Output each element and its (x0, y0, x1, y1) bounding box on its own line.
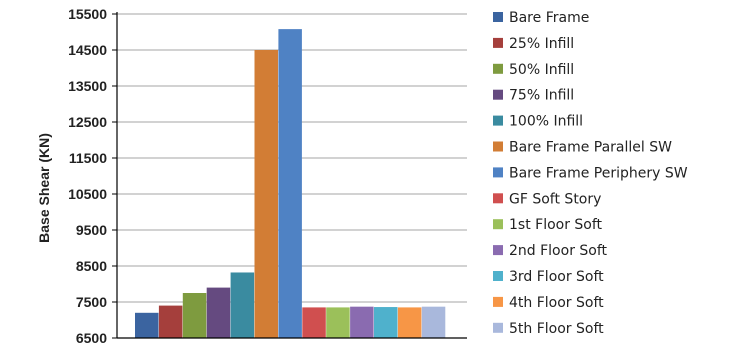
axes: 6500 7500 8500 9500 10500 11500 12500 13500 1450… (68, 6, 467, 346)
legend-swatch (493, 167, 503, 178)
legend-label: 25% Infill (509, 36, 574, 52)
bars (135, 29, 446, 339)
legend: Bare Frame 25% Infill 50% Infill 75% Infill… (493, 10, 688, 337)
y-tick-label: 14500 (68, 42, 107, 58)
bar-7 (278, 29, 302, 339)
y-axis-title: Base Shear (KN) (36, 133, 52, 243)
legend-label: Bare Frame (509, 10, 589, 26)
bar-9 (326, 307, 350, 338)
legend-label: GF Soft Story (509, 191, 601, 207)
legend-label: 4th Floor Soft (509, 295, 604, 311)
bar-8 (302, 307, 326, 338)
legend-label: 75% Infill (509, 88, 574, 104)
legend-swatch (493, 141, 503, 152)
legend-swatch (493, 12, 503, 22)
legend-label: 5th Floor Soft (509, 321, 604, 337)
bar-6 (254, 50, 278, 338)
legend-label: 2nd Floor Soft (509, 243, 608, 259)
bar-11 (374, 307, 398, 338)
legend-swatch (493, 63, 503, 74)
bar-4 (206, 287, 231, 338)
y-tick-label: 15500 (68, 6, 107, 22)
legend-label: 100% Infill (509, 114, 583, 130)
legend-label: Bare Frame Parallel SW (509, 140, 672, 156)
bar-13 (421, 306, 446, 338)
bar-5 (230, 272, 255, 338)
legend-swatch (493, 322, 503, 333)
y-tick-label: 8500 (76, 258, 107, 274)
y-tick-label: 10500 (68, 186, 107, 202)
legend-swatch (493, 296, 503, 307)
legend-label: 3rd Floor Soft (509, 269, 604, 285)
y-tick-label: 6500 (76, 330, 107, 346)
bar-10 (350, 306, 374, 338)
y-tick-label: 12500 (68, 114, 107, 130)
y-tick-label: 9500 (76, 222, 107, 238)
legend-swatch (493, 37, 503, 48)
bar-12 (397, 307, 422, 338)
y-tick-label: 13500 (68, 78, 107, 94)
legend-label: 1st Floor Soft (509, 217, 603, 233)
legend-swatch (493, 219, 503, 230)
legend-label: Bare Frame Periphery SW (509, 165, 688, 181)
bar-3 (182, 293, 207, 338)
legend-swatch (493, 245, 503, 256)
bar-2 (158, 305, 183, 338)
y-tick-label: 11500 (69, 150, 107, 166)
legend-swatch (493, 89, 503, 100)
legend-swatch (493, 271, 503, 281)
legend-label: 50% Infill (509, 62, 574, 78)
legend-swatch (493, 115, 503, 126)
legend-swatch (493, 193, 503, 204)
y-tick-label: 7500 (76, 294, 107, 310)
bar-1 (135, 312, 159, 338)
